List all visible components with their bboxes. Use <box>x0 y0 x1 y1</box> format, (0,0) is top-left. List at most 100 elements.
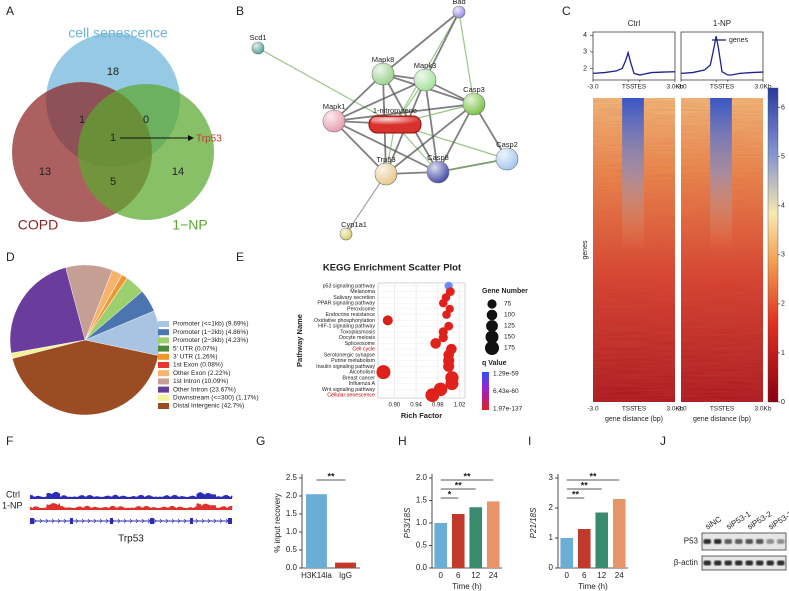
gene-strand <box>51 518 55 524</box>
gene-strand <box>177 518 181 524</box>
legend-label: Promoter (2−3kb) (4.23%) <box>173 337 248 344</box>
profile-frame <box>680 31 764 81</box>
node-shine <box>463 93 485 115</box>
network-edge <box>437 158 508 173</box>
scatter-point <box>438 333 448 343</box>
x-tick-label: 12 <box>471 571 480 580</box>
y-tick-label: 0 <box>549 563 554 572</box>
blot-band <box>714 539 722 544</box>
y-tick-label: Wnt signaling pathway <box>322 387 375 393</box>
scatter-point <box>376 365 391 380</box>
y-tick-label: Influenza A <box>349 381 376 387</box>
x-axis-label: Rich Factor <box>401 411 442 420</box>
y-tick-label: HIF-1 signaling pathway <box>318 324 375 330</box>
x-axis-label: Time (h) <box>452 582 482 591</box>
size-legend-mark <box>485 341 499 355</box>
y-tick-label: Insulin signaling pathway <box>316 364 375 370</box>
x-tick-label: 3.0Kb <box>755 84 772 91</box>
size-legend-label: 75 <box>504 301 512 308</box>
node-shine <box>252 42 264 54</box>
node-shine <box>427 161 449 183</box>
x-tick-label: 3.0Kb <box>667 406 684 413</box>
x-tick-label: 3.0Kb <box>755 406 772 413</box>
node-shine <box>496 148 518 170</box>
network-edge <box>333 120 387 175</box>
scatter-point <box>445 377 459 391</box>
y-tick-label: 0.0 <box>416 563 428 572</box>
y-tick-label: 2.5 <box>286 473 298 482</box>
y-axis-label: Pathway Name <box>295 314 304 367</box>
scatter-point <box>438 298 448 308</box>
network-node-label: Cyp1a1 <box>341 220 367 229</box>
network-node-label: Mapk8 <box>372 55 395 64</box>
colorbar-tick-label: 1 <box>781 350 785 357</box>
scatter-point <box>443 360 455 372</box>
panel-label: F <box>6 434 13 448</box>
scatter-point <box>444 321 454 331</box>
network-node-label: Casp2 <box>496 140 518 149</box>
pie-slice <box>12 339 159 416</box>
track-label: Ctrl <box>6 489 20 499</box>
network-node-label: Scd1 <box>249 33 266 42</box>
size-legend-mark <box>486 320 498 332</box>
gene-strand <box>195 518 199 524</box>
size-legend-label: 150 <box>504 334 515 341</box>
colorbar-tick-label: 3 <box>781 252 785 259</box>
y-tick-label: 2.0 <box>286 491 298 500</box>
gene-strand <box>57 518 61 524</box>
gene-strand <box>159 518 163 524</box>
significance-label: ** <box>589 471 597 481</box>
blot-band <box>756 560 764 566</box>
legend-swatch <box>158 345 169 352</box>
blot-band <box>745 560 753 566</box>
y-tick-label: Toxoplasmosis <box>340 329 375 335</box>
gene-strand <box>87 518 91 524</box>
legend-swatch <box>158 337 169 344</box>
network-node-label: Mapk1 <box>323 102 346 111</box>
legend-label: 5' UTR (0.07%) <box>173 345 218 352</box>
x-tick-label: 0.94 <box>410 403 422 409</box>
network-edge <box>424 11 460 81</box>
panel-label: C <box>562 4 571 18</box>
row-label: P53 <box>684 537 699 546</box>
bar <box>434 523 448 568</box>
heatmap-x-label: gene distance (bp) <box>605 416 663 423</box>
heatmap-x-label: gene distance (bp) <box>693 416 751 423</box>
venn-count: 1 <box>79 114 85 126</box>
y-axis-label: % input recovery <box>273 493 282 553</box>
x-tick-label: 1.02 <box>454 403 466 409</box>
bar <box>469 507 483 568</box>
panel-label: D <box>6 250 15 264</box>
significance-label: ** <box>572 489 580 499</box>
scatter-point <box>430 338 441 349</box>
legend-swatch <box>158 321 169 327</box>
x-tick-label: -3.0 <box>675 84 687 91</box>
x-tick-label: TES <box>634 84 647 91</box>
gene-exon <box>70 518 73 524</box>
gene-strand <box>99 518 103 524</box>
network-edge <box>424 79 439 173</box>
y-tick-label: 4 <box>583 32 587 39</box>
network-node-label: Mapk3 <box>414 61 437 70</box>
gene-strand <box>75 518 79 524</box>
significance-label: ** <box>455 480 463 490</box>
scatter-point <box>442 310 451 319</box>
blot-band <box>714 560 722 566</box>
colorbar-tick-label: 0 <box>781 399 785 406</box>
colorbar-tick-label: 6 <box>781 104 785 111</box>
y-tick-label: 0.5 <box>286 545 298 554</box>
y-tick-label: Salivary secretion <box>333 295 375 301</box>
y-axis-label: P53/18S <box>403 507 412 538</box>
venn-count: 5 <box>110 176 116 188</box>
x-tick-label: 0.90 <box>388 403 400 409</box>
pie-slice <box>9 267 86 354</box>
venn-count: 13 <box>39 166 51 178</box>
blot-frame <box>701 532 787 551</box>
gene-strand <box>123 518 127 524</box>
y-tick-label: Serotonergic synapse <box>324 352 375 358</box>
profile-line <box>592 50 676 76</box>
y-tick-label: p53 signaling pathway <box>323 283 376 289</box>
blot-band <box>766 539 774 544</box>
gene-strand <box>171 518 175 524</box>
